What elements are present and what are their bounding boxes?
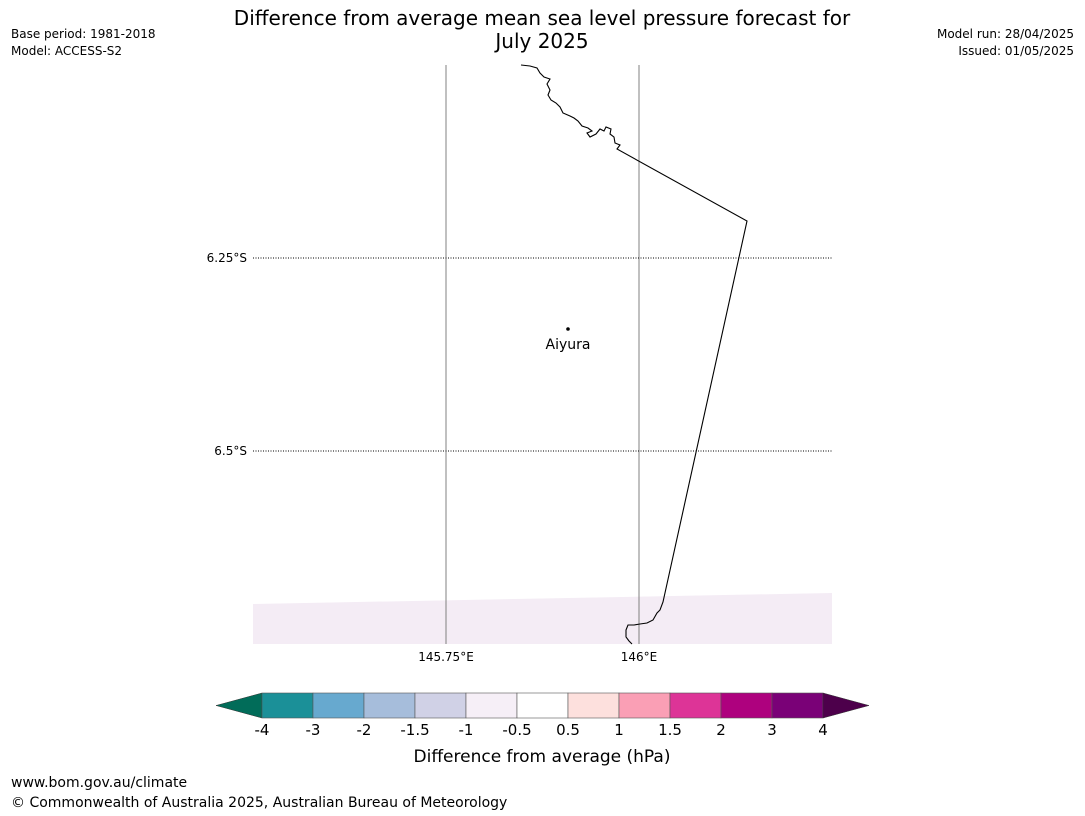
boundary-line: [520, 64, 748, 645]
lat-label-6-5: 6.5°S: [214, 444, 247, 458]
base-period-text: Base period: 1981-2018: [11, 27, 156, 41]
model-run-text: Model run: 28/04/2025: [936, 27, 1074, 41]
colorbar-box: [363, 692, 416, 719]
colorbar-box: [669, 692, 722, 719]
lat-label-6-25: 6.25°S: [207, 251, 247, 265]
colorbar-tick-label: 2: [716, 721, 726, 739]
colorbar-under-arrow: [215, 692, 263, 719]
colorbar-tick-label: 4: [818, 721, 828, 739]
footer-url: www.bom.gov.au/climate: [11, 775, 188, 791]
colorbar-tick-label: 0.5: [556, 721, 580, 739]
map-title: Difference from average mean sea level p…: [192, 7, 892, 53]
footer-copyright: © Commonwealth of Australia 2025, Austra…: [11, 795, 508, 811]
model-text: Model: ACCESS-S2: [11, 44, 123, 58]
lon-label-146: 146°E: [621, 650, 658, 664]
metadata-left: Base period: 1981-2018 Model: ACCESS-S2: [11, 26, 156, 60]
colorbar-box: [261, 692, 314, 719]
aiyura-label: Aiyura: [546, 337, 591, 353]
colorbar-over-arrow: [822, 692, 870, 719]
forecast-map: Aiyura 6.25°S 6.5°S 145.75°E 146°E: [207, 64, 832, 664]
colorbar-tick-label: -2: [357, 721, 372, 739]
colorbar-tick-label: 1: [614, 721, 624, 739]
colorbar-box: [465, 692, 518, 719]
title-line-2: July 2025: [495, 29, 589, 53]
metadata-right: Model run: 28/04/2025 Issued: 01/05/2025: [937, 26, 1074, 60]
colorbar-tick-label: 3: [767, 721, 777, 739]
colorbar-box: [618, 692, 671, 719]
colorbar-tick-label: 1.5: [658, 721, 682, 739]
aiyura-marker: [566, 327, 570, 331]
colorbar-tick-label: -1.5: [400, 721, 429, 739]
lon-label-145-75: 145.75°E: [418, 650, 474, 664]
colorbar-box: [414, 692, 467, 719]
issued-text: Issued: 01/05/2025: [958, 44, 1074, 58]
title-line-1: Difference from average mean sea level p…: [233, 6, 851, 30]
colorbar-box: [312, 692, 365, 719]
colorbar-tick-label: -3: [306, 721, 321, 739]
colorbar-box: [720, 692, 773, 719]
colorbar-tick-label: -0.5: [502, 721, 531, 739]
colorbar-box: [567, 692, 620, 719]
colorbar-box: [516, 692, 569, 719]
anomaly-shading: [253, 593, 832, 644]
colorbar-box: [771, 692, 824, 719]
colorbar-title: Difference from average (hPa): [414, 747, 671, 767]
colorbar-tick-label: -1: [459, 721, 474, 739]
colorbar-tick-label: -4: [255, 721, 270, 739]
